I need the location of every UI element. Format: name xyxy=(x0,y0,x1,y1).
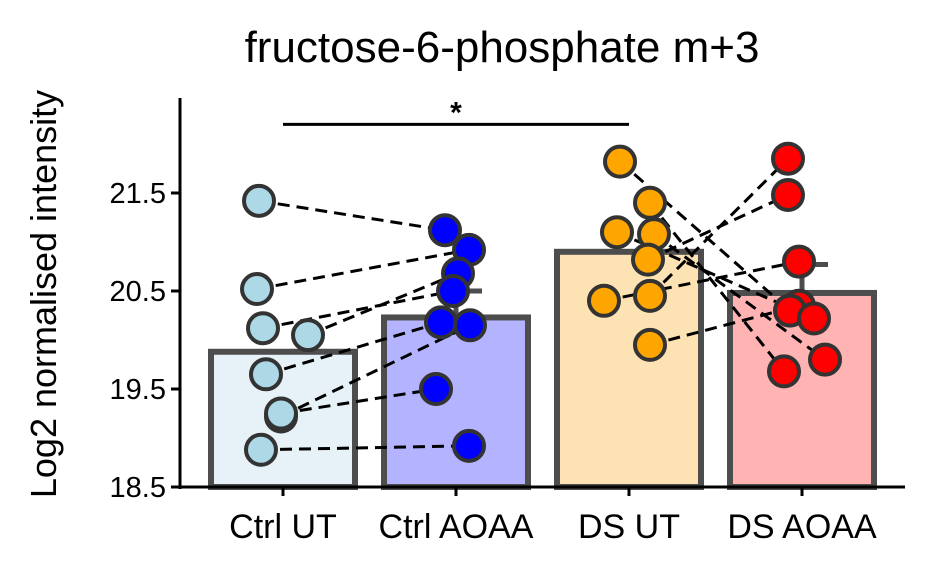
data-point xyxy=(246,311,280,346)
data-point xyxy=(771,141,805,176)
data-point xyxy=(631,242,665,277)
bars-layer xyxy=(208,248,877,491)
data-point xyxy=(600,215,634,250)
data-point xyxy=(797,301,831,336)
axes-layer: 18.5 19.5 20.5 21.5 Ctrl UT Ctrl AOAA DS UT DS … xyxy=(110,96,905,546)
pair-line xyxy=(280,387,437,415)
data-point xyxy=(603,144,637,179)
pair-line xyxy=(603,260,800,303)
pair-line xyxy=(262,289,454,330)
pair-line xyxy=(260,444,470,452)
data-point xyxy=(782,244,816,279)
data-point xyxy=(771,177,805,212)
data-point xyxy=(633,278,667,313)
significance-label: * xyxy=(450,96,462,129)
pair-line xyxy=(265,320,442,376)
pair-line xyxy=(648,201,786,373)
y-axis-label: Log2 normalised intensity xyxy=(23,90,64,498)
data-point xyxy=(424,305,458,340)
data-point xyxy=(264,396,298,431)
data-point xyxy=(242,183,276,218)
data-point xyxy=(452,428,486,463)
chart-title: fructose-6-phosphate m+3 xyxy=(245,23,760,72)
pair-line xyxy=(256,248,470,291)
data-point xyxy=(453,308,487,343)
data-point xyxy=(808,342,842,377)
y-tick-label: 19.5 xyxy=(110,374,166,406)
y-tick-label: 20.5 xyxy=(110,276,166,308)
data-point xyxy=(244,432,278,467)
x-tick-label: Ctrl AOAA xyxy=(379,508,534,546)
pair-line xyxy=(648,157,790,297)
data-point xyxy=(419,372,453,406)
pair-line xyxy=(280,323,471,418)
data-point xyxy=(249,357,283,392)
y-tick-label: 21.5 xyxy=(110,178,166,210)
pair-line xyxy=(258,199,446,232)
pair-line xyxy=(307,271,459,337)
data-point xyxy=(436,274,470,308)
data-point xyxy=(633,185,667,220)
data-point xyxy=(767,354,801,389)
data-point xyxy=(291,318,325,353)
pair-line xyxy=(649,304,800,347)
bar-ctrl-aoaa xyxy=(381,314,531,490)
data-point xyxy=(428,213,462,248)
data-point xyxy=(240,272,274,307)
points-layer xyxy=(240,141,842,467)
data-point xyxy=(633,327,667,362)
x-tick-label: Ctrl UT xyxy=(229,508,337,546)
x-tick-label: DS UT xyxy=(578,508,680,546)
data-point xyxy=(587,283,621,318)
pair-line xyxy=(653,232,826,361)
plot-area: 18.5 19.5 20.5 21.5 Ctrl UT Ctrl AOAA DS UT DS … xyxy=(110,96,905,546)
y-tick-label: 18.5 xyxy=(110,472,166,504)
x-tick-label: DS AOAA xyxy=(727,508,877,546)
bar-ds-aoaa xyxy=(727,289,877,490)
